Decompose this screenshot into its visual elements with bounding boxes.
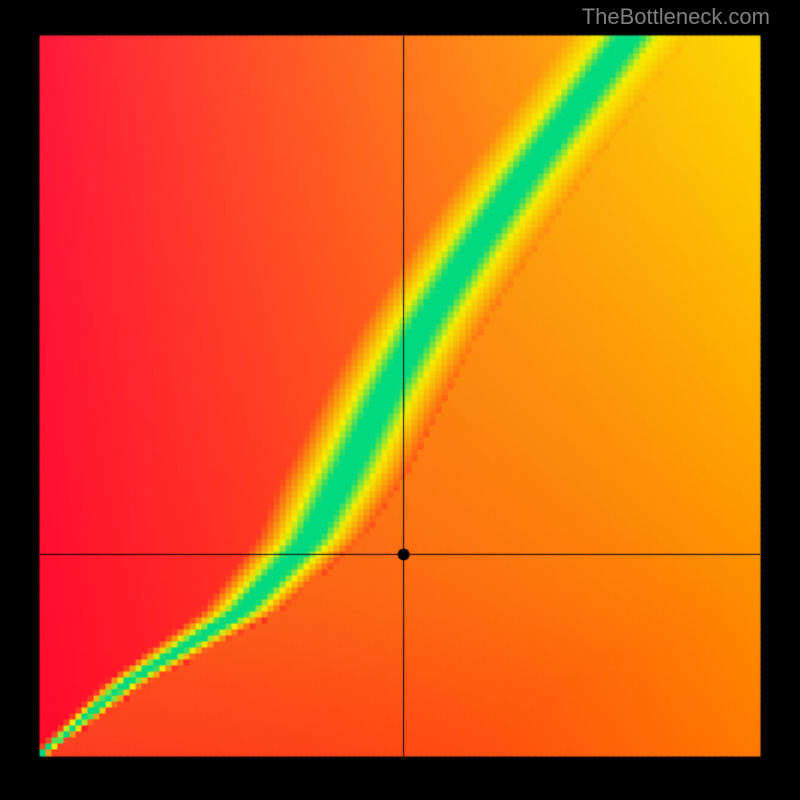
bottleneck-heatmap (0, 0, 800, 800)
watermark-text: TheBottleneck.com (582, 4, 770, 30)
chart-container: TheBottleneck.com (0, 0, 800, 800)
